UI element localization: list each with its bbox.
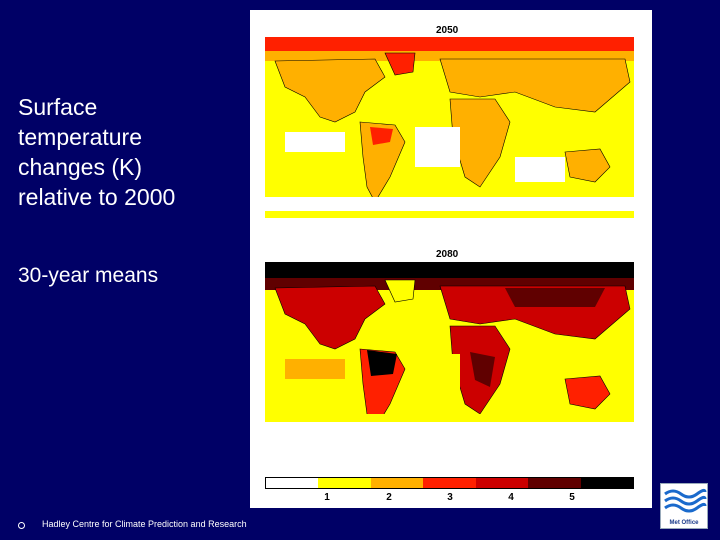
- logo-label: Met Office: [669, 520, 699, 526]
- title-line: relative to 2000: [18, 184, 176, 210]
- amazon-hotspot: [367, 350, 397, 376]
- title-line: changes (K): [18, 154, 143, 180]
- map-label-2050: 2050: [436, 25, 459, 36]
- bullet-icon: [18, 522, 25, 529]
- colorbar-tick: 5: [569, 492, 575, 503]
- africa-hotspot: [470, 352, 495, 387]
- title-line: Surface: [18, 94, 98, 120]
- arctic-band: [265, 262, 634, 278]
- slide-subtitle: 30-year means: [18, 264, 159, 287]
- siberia-hotspot: [505, 288, 605, 307]
- north-america: [274, 285, 386, 350]
- wave-icon: [664, 488, 707, 513]
- australia: [564, 148, 611, 183]
- colorbar-tick: 2: [386, 492, 392, 503]
- colorbar-tick: 4: [508, 492, 514, 503]
- australia: [564, 375, 611, 410]
- map-label-2080: 2080: [436, 249, 459, 260]
- map-2050: [265, 37, 634, 218]
- arctic-band-2: [265, 51, 634, 61]
- colorbar-tick: 3: [447, 492, 453, 503]
- greenland: [384, 279, 416, 303]
- southern-ocean-warm: [265, 414, 634, 422]
- amazon-hotspot: [370, 127, 393, 145]
- colorbar-segment: [475, 478, 529, 488]
- map-2080: [265, 262, 634, 443]
- ocean-warm-1: [285, 359, 345, 379]
- colorbar: [265, 477, 634, 489]
- colorbar-segment: [580, 478, 633, 488]
- greenland: [384, 52, 416, 76]
- title-line: temperature: [18, 124, 143, 150]
- ocean-cool-3: [515, 157, 565, 182]
- ocean-cool-2: [415, 354, 460, 394]
- colorbar-tick: 1: [324, 492, 330, 503]
- colorbar-segment: [266, 478, 319, 488]
- north-america: [274, 58, 386, 123]
- southern-ocean: [265, 422, 634, 443]
- ocean-cool-2: [415, 127, 460, 167]
- colorbar-segment: [370, 478, 424, 488]
- ocean-cool-1: [285, 132, 345, 152]
- footer-text: Hadley Centre for Climate Prediction and…: [42, 519, 247, 529]
- south-america: [359, 121, 406, 203]
- met-office-logo: Met Office: [660, 483, 708, 529]
- colorbar-segment: [528, 478, 581, 488]
- antarctic-edge: [265, 211, 634, 218]
- arctic-band: [265, 37, 634, 51]
- colorbar-segment: [318, 478, 371, 488]
- eurasia: [439, 58, 631, 113]
- colorbar-segment: [423, 478, 476, 488]
- slide-title: Surface temperature changes (K) relative…: [18, 92, 238, 212]
